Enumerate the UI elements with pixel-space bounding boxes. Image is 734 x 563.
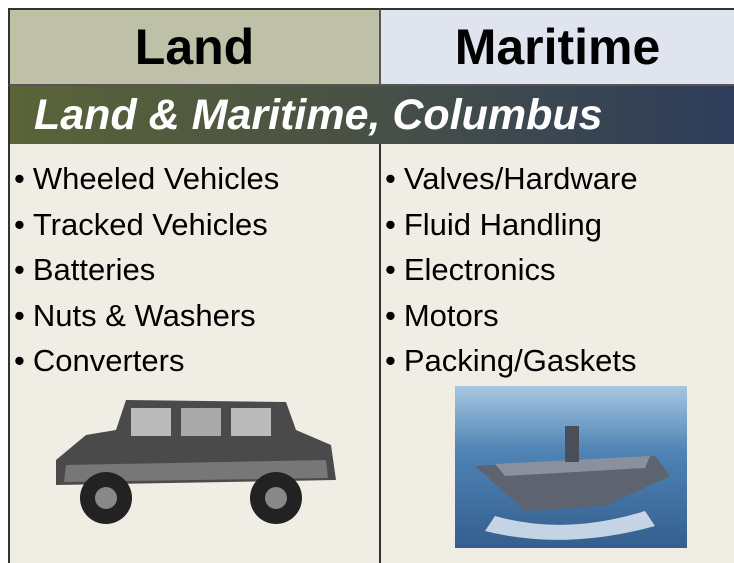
ship-image [455,386,687,548]
banner: Land & Maritime, Columbus [8,86,734,144]
list-item: Batteries [14,247,379,293]
item-list: Valves/Hardware Fluid Handling Electroni… [381,144,734,384]
column-header: Land [8,8,379,86]
vehicle-image [46,390,346,540]
list-item: Converters [14,338,379,384]
list-item: Electronics [385,247,734,293]
list-item: Valves/Hardware [385,156,734,202]
list-item: Packing/Gaskets [385,338,734,384]
page: Land Maritime Land & Maritime, Columbus … [0,0,734,563]
item-list: Wheeled Vehicles Tracked Vehicles Batter… [10,144,379,384]
list-item: Nuts & Washers [14,293,379,339]
list-item: Wheeled Vehicles [14,156,379,202]
list-item: Motors [385,293,734,339]
list-item: Fluid Handling [385,202,734,248]
column-header: Maritime [379,8,734,86]
column: Valves/Hardware Fluid Handling Electroni… [379,144,734,563]
column: Wheeled Vehicles Tracked Vehicles Batter… [8,144,379,563]
list-item: Tracked Vehicles [14,202,379,248]
